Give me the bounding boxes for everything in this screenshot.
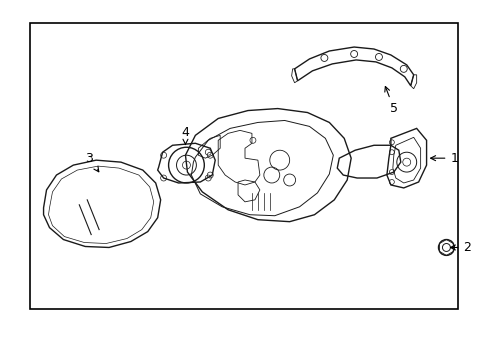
Text: 5: 5 bbox=[384, 86, 397, 115]
Text: 4: 4 bbox=[181, 126, 189, 145]
Text: 2: 2 bbox=[449, 241, 470, 254]
Text: 3: 3 bbox=[85, 152, 99, 172]
Text: 1: 1 bbox=[430, 152, 457, 165]
Bar bbox=[30, 23, 457, 309]
